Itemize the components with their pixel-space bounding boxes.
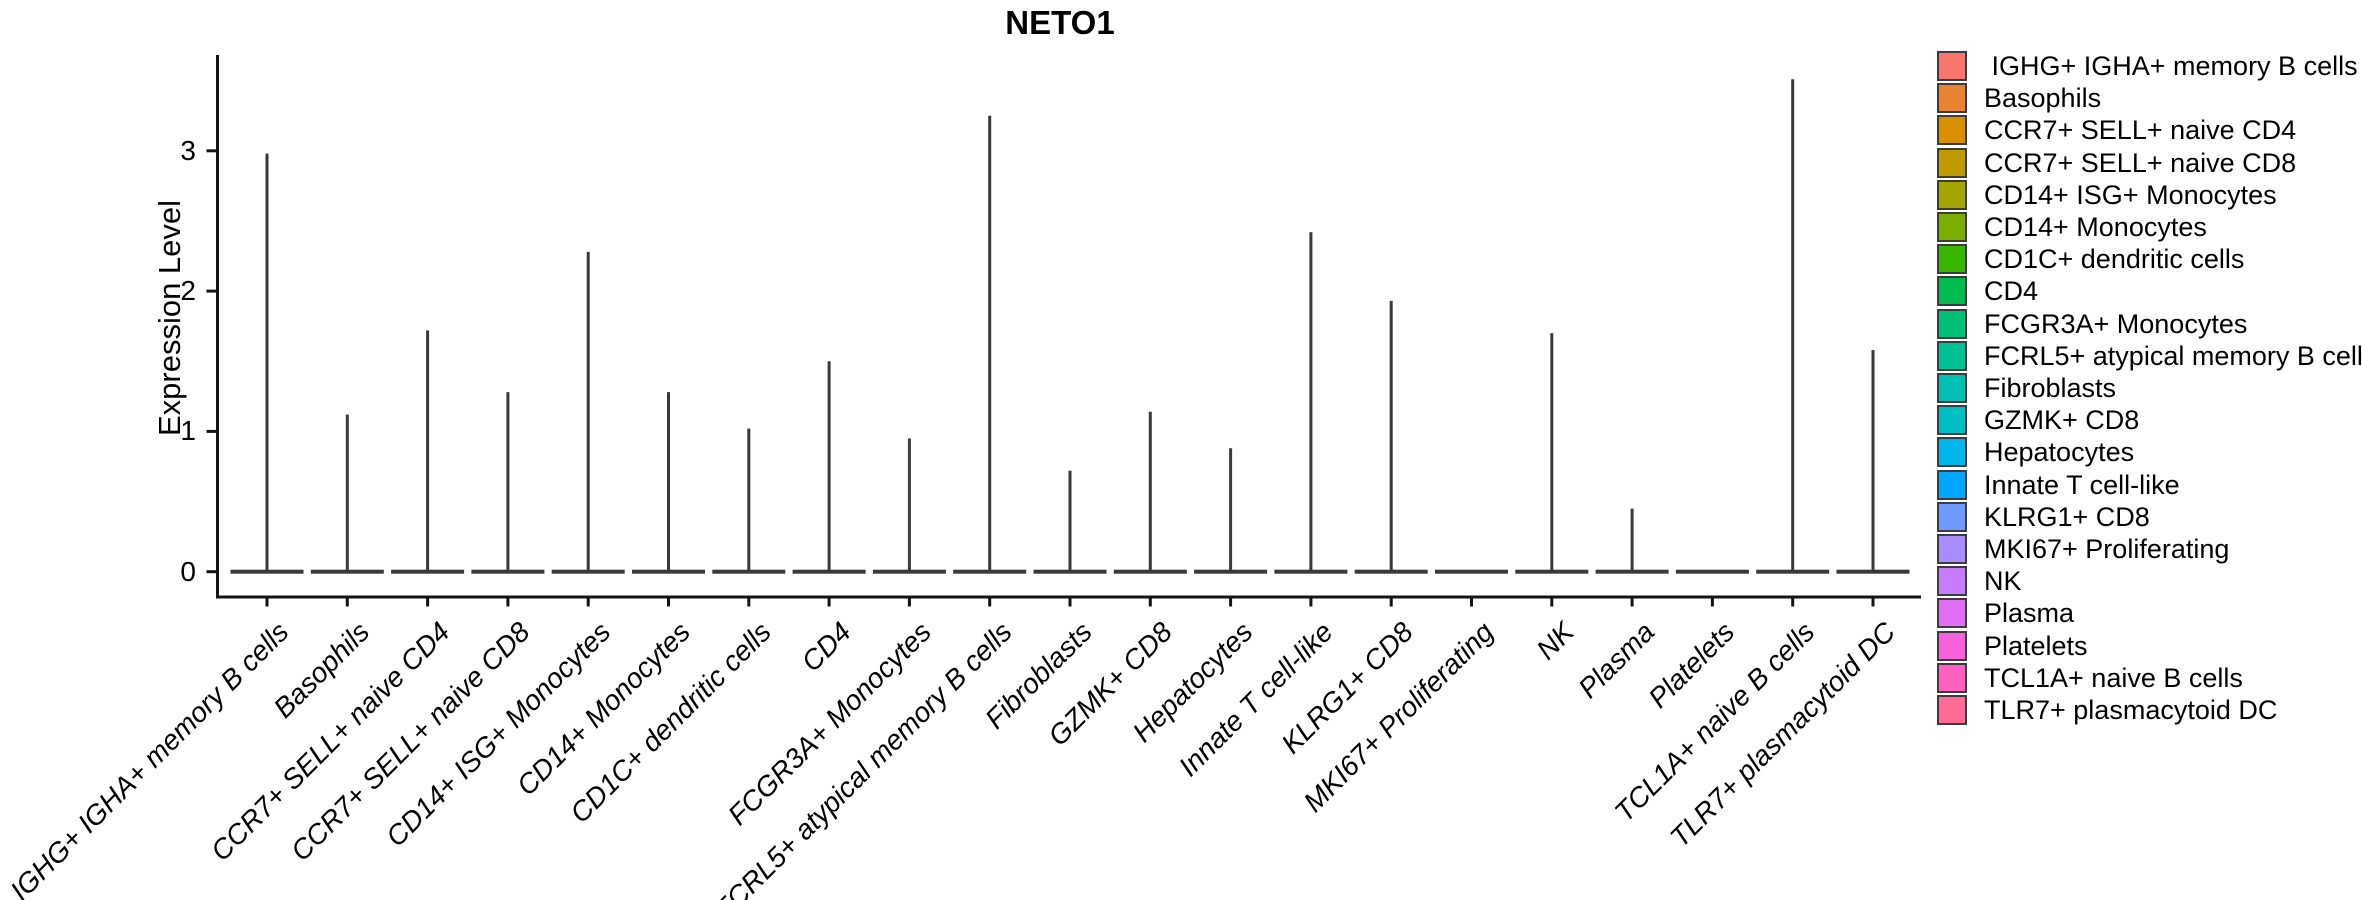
violin-spike [747, 428, 751, 572]
legend-label: IGHG+ IGHA+ memory B cells [1984, 51, 2358, 81]
x-tick [506, 598, 510, 607]
violin-spike [265, 153, 269, 572]
legend-label: Plasma [1984, 598, 2075, 629]
legend-color-swatch [1937, 308, 1967, 339]
y-tick [206, 429, 216, 433]
legend-color-swatch [1937, 244, 1967, 275]
violin-baseline [1435, 569, 1508, 574]
legend-color-swatch [1937, 630, 1967, 661]
legend-color-swatch [1937, 373, 1967, 403]
violin-spike [1229, 448, 1233, 572]
legend-label: TLR7+ plasmacytoid DC [1984, 695, 2278, 725]
legend-color-swatch [1937, 340, 1967, 371]
legend-label: Fibroblasts [1984, 373, 2117, 403]
legend-color-swatch [1937, 566, 1967, 597]
chart-title: NETO1 [1005, 4, 1115, 41]
violin-spike [506, 392, 510, 572]
y-tick-label: 1 [180, 415, 196, 447]
legend-color-swatch [1937, 276, 1967, 307]
x-tick [1710, 598, 1714, 607]
legend-color-swatch [1937, 534, 1967, 564]
legend-color-swatch [1937, 51, 1967, 81]
x-tick [1309, 598, 1313, 607]
legend-label: MKI67+ Proliferating [1984, 534, 2230, 564]
x-tick [1550, 598, 1554, 607]
legend-label: CD4 [1984, 276, 2039, 307]
x-tick [345, 598, 349, 607]
legend-label: CCR7+ SELL+ naive CD4 [1984, 115, 2297, 146]
violin-spike [1148, 411, 1152, 572]
violin-spike [586, 251, 590, 572]
x-tick [988, 598, 992, 607]
y-tick [206, 289, 216, 293]
y-tick [206, 149, 216, 153]
legend-color-swatch [1937, 469, 1967, 500]
violin-spike [1630, 508, 1634, 572]
y-axis-line [216, 55, 219, 599]
x-tick [426, 598, 430, 607]
legend-label: GZMK+ CD8 [1984, 405, 2140, 436]
legend-color-swatch [1937, 115, 1967, 146]
violin-spike [1389, 300, 1393, 572]
violin-spike [345, 414, 349, 572]
y-tick [206, 570, 216, 574]
x-tick [1389, 598, 1393, 607]
legend-color-swatch [1937, 179, 1967, 210]
violin-baseline [1675, 569, 1749, 574]
violin-spike [1871, 350, 1875, 572]
legend-color-swatch [1937, 598, 1967, 629]
legend-label: Innate T cell-like [1984, 469, 2180, 500]
x-tick [265, 598, 269, 607]
y-tick-label: 2 [180, 275, 196, 307]
violin-spike [1550, 333, 1554, 572]
x-tick [1470, 598, 1473, 607]
violin-spike [426, 330, 430, 572]
x-tick [1630, 598, 1634, 607]
legend-label: CCR7+ SELL+ naive CD8 [1984, 147, 2297, 178]
violin-spike [988, 115, 992, 572]
legend-label: CD14+ ISG+ Monocytes [1984, 179, 2277, 210]
legend-label: Hepatocytes [1984, 437, 2135, 468]
legend-color-swatch [1937, 501, 1967, 532]
x-tick [747, 598, 751, 607]
legend-color-swatch [1937, 147, 1967, 178]
legend-label: CD14+ Monocytes [1984, 212, 2207, 242]
violin-spike [1309, 232, 1313, 572]
x-tick [1871, 598, 1875, 607]
legend-label: NK [1984, 566, 2022, 597]
y-tick-label: 3 [180, 134, 196, 166]
violin-baseline [1354, 569, 1428, 574]
y-tick-label: 0 [180, 555, 196, 587]
legend-label: FCGR3A+ Monocytes [1984, 308, 2248, 339]
violin-spike [827, 361, 831, 572]
violin-spike [1791, 79, 1795, 572]
legend-label: FCRL5+ atypical memory B cells [1984, 340, 2362, 371]
legend-color-swatch [1937, 662, 1967, 693]
legend-color-swatch [1937, 437, 1967, 468]
violin-spike [907, 438, 911, 572]
legend-color-swatch [1937, 83, 1967, 114]
violin-spike [667, 392, 670, 572]
violin-spike [1068, 470, 1072, 572]
legend-color-swatch [1937, 212, 1967, 242]
x-tick [1229, 598, 1233, 607]
legend-color-swatch [1937, 405, 1967, 436]
x-axis-line [216, 595, 1921, 599]
x-tick [1148, 598, 1152, 607]
x-tick [667, 598, 670, 607]
legend-label: KLRG1+ CD8 [1984, 501, 2150, 532]
x-tick [1068, 598, 1072, 607]
legend-label: Basophils [1984, 83, 2102, 114]
legend-label: TCL1A+ naive B cells [1984, 662, 2243, 693]
legend-label: Platelets [1984, 630, 2088, 661]
x-tick [1791, 598, 1795, 607]
legend-label: CD1C+ dendritic cells [1984, 244, 2245, 275]
x-tick [907, 598, 911, 607]
x-tick [827, 598, 831, 607]
x-tick [586, 598, 590, 607]
legend-color-swatch [1937, 695, 1967, 725]
